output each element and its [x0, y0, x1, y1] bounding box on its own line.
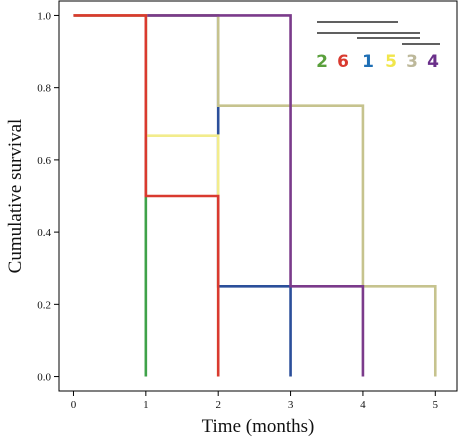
legend-entry-5: 5	[385, 52, 397, 72]
x-axis-title: Time (months)	[202, 416, 315, 437]
legend-entry-1: 1	[362, 52, 374, 72]
legend-entry-6: 6	[337, 52, 349, 72]
plot-frame	[58, 0, 458, 392]
series-2-line	[73, 14, 148, 377]
series-layer	[73, 14, 437, 377]
x-tick-label: 3	[288, 399, 294, 411]
legend-entry-4: 4	[427, 52, 439, 72]
series-3-line	[73, 14, 437, 377]
x-tick-label: 2	[215, 399, 221, 411]
series-4-line	[73, 14, 365, 377]
y-tick-label: 1.0	[37, 10, 51, 22]
y-tick-label: 0.2	[37, 299, 51, 311]
x-tick-label: 4	[360, 399, 366, 411]
y-tick-label: 0.4	[37, 227, 51, 239]
x-tick-label: 0	[71, 399, 77, 411]
series-6-line	[73, 14, 220, 377]
y-tick-label: 0.0	[37, 372, 51, 384]
y-axis-title: Cumulative survival	[5, 119, 26, 274]
x-tick-label: 1	[143, 399, 149, 411]
x-tick-label: 5	[433, 399, 439, 411]
axis-layer: 0 1 2 3 4 50.00.20.40.60.81.0	[37, 10, 438, 411]
legend-entry-2: 2	[316, 52, 328, 72]
y-tick-label: 0.8	[37, 83, 51, 95]
y-tick-label: 0.6	[37, 155, 51, 167]
legend-entry-3: 3	[406, 52, 418, 72]
